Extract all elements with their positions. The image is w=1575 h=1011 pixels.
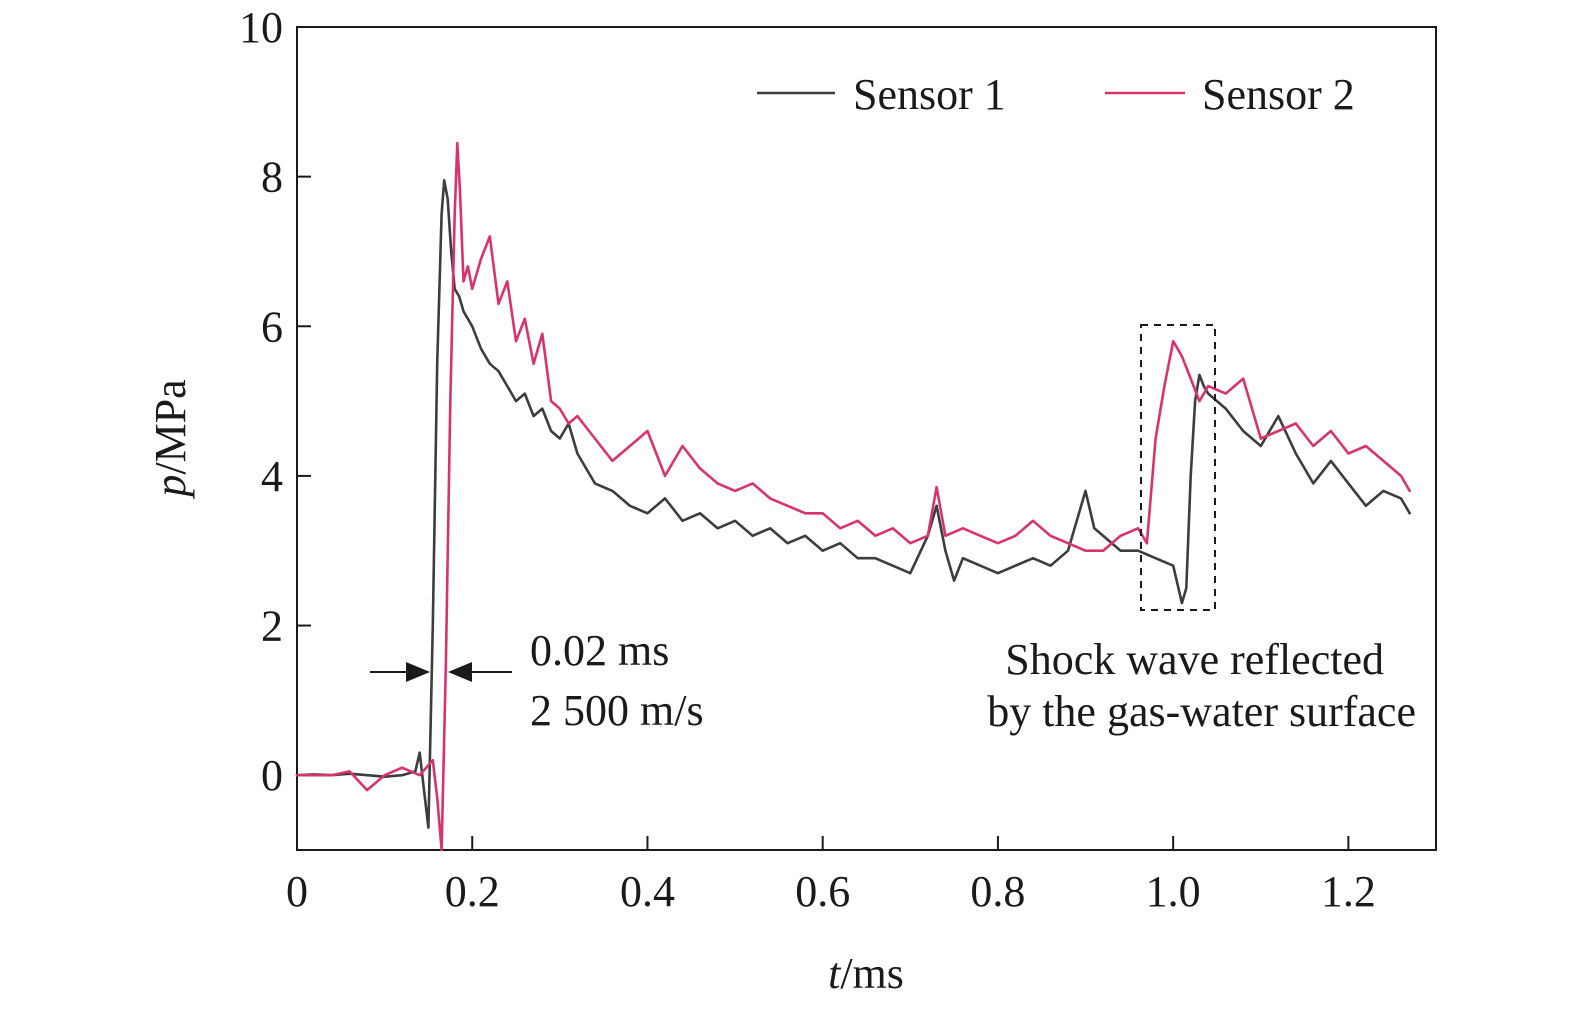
y-tick-label: 4 bbox=[261, 452, 283, 501]
series-line-sensor-1 bbox=[295, 179, 1411, 829]
plot-frame bbox=[296, 26, 1437, 851]
x-tick-label: 0 bbox=[286, 867, 308, 916]
delay-time-annotation: 0.02 ms bbox=[530, 626, 669, 675]
delay-arrows bbox=[370, 662, 512, 682]
y-tick-label: 0 bbox=[261, 751, 283, 800]
reflection-annotation-line1: Shock wave reflected bbox=[1005, 635, 1384, 684]
x-axis-ticks: 0 0.2 0.4 0.6 0.8 1.0 1.2 bbox=[286, 836, 1376, 916]
y-tick-label: 8 bbox=[261, 153, 283, 202]
x-axis-label-var: t bbox=[828, 949, 842, 998]
reflection-highlight-box bbox=[1140, 324, 1216, 611]
legend-label-sensor-1: Sensor 1 bbox=[853, 70, 1006, 119]
y-axis-ticks: 0 2 4 6 8 10 bbox=[239, 3, 311, 800]
x-axis-label-unit: /ms bbox=[840, 949, 904, 998]
legend-label-sensor-2: Sensor 2 bbox=[1202, 70, 1355, 119]
y-tick-label: 2 bbox=[261, 602, 283, 651]
wave-speed-annotation: 2 500 m/s bbox=[530, 686, 704, 735]
series-line-sensor-2 bbox=[295, 141, 1411, 852]
x-tick-label: 0.4 bbox=[620, 867, 675, 916]
y-axis-label: p/MPa bbox=[146, 379, 195, 499]
series-layer bbox=[295, 141, 1411, 852]
y-tick-label: 6 bbox=[261, 302, 283, 351]
left-arrow-head bbox=[406, 662, 430, 682]
y-axis-label-unit: /MPa bbox=[146, 379, 195, 474]
x-tick-label: 0.8 bbox=[970, 867, 1025, 916]
x-tick-label: 1.2 bbox=[1321, 867, 1376, 916]
reflection-annotation-line2: by the gas-water surface bbox=[987, 687, 1416, 736]
y-axis-label-var: p bbox=[146, 475, 195, 500]
y-tick-label: 10 bbox=[239, 3, 283, 52]
legend: Sensor 1 Sensor 2 bbox=[757, 70, 1355, 119]
x-tick-label: 1.0 bbox=[1146, 867, 1201, 916]
x-tick-label: 0.2 bbox=[445, 867, 500, 916]
x-axis-label: t/ms bbox=[828, 949, 904, 998]
x-tick-label: 0.6 bbox=[795, 867, 850, 916]
right-arrow-head bbox=[448, 662, 472, 682]
